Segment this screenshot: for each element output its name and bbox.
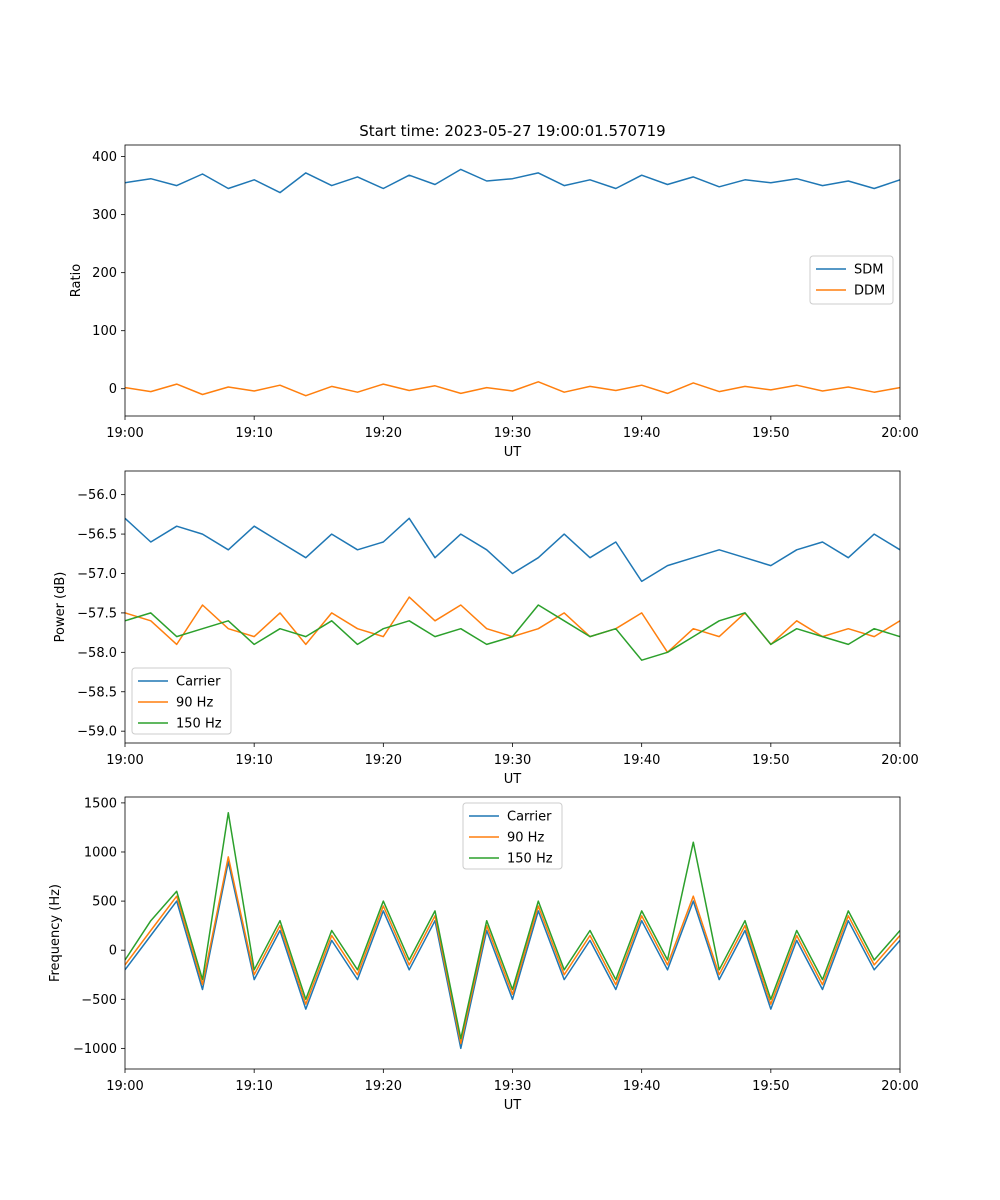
legend-label: 150 Hz xyxy=(507,852,553,867)
x-tick-label: 19:20 xyxy=(365,426,402,441)
y-tick-label: −58.5 xyxy=(77,685,117,700)
series-line-150-hz xyxy=(125,604,900,661)
legend: Carrier 90 Hz 150 Hz xyxy=(131,667,232,735)
y-tick-label: −57.0 xyxy=(77,567,117,582)
legend-label: Carrier xyxy=(507,810,552,825)
x-tick-label: 19:20 xyxy=(365,753,402,768)
y-tick-label: −500 xyxy=(81,993,117,1008)
chart-panel-1: 19:00 19:10 19:20 19:30 19:40 19:50 20:00 UT 0 10… xyxy=(69,144,919,460)
y-tick-label: 1000 xyxy=(84,845,117,860)
legend-label: SDM xyxy=(854,263,883,278)
legend-label: 90 Hz xyxy=(507,831,544,846)
chart-panel-2: 19:00 19:10 19:20 19:30 19:40 19:50 20:00 UT −56… xyxy=(53,470,919,787)
y-axis-label: Power (dB) xyxy=(53,572,68,643)
axes-frame xyxy=(124,144,901,417)
y-tick-label: −56.0 xyxy=(77,488,117,503)
x-tick-label: 19:10 xyxy=(235,753,272,768)
legend-label: Carrier xyxy=(176,675,221,690)
y-tick-label: −57.5 xyxy=(77,606,117,621)
x-tick-label: 19:40 xyxy=(623,1079,660,1094)
x-tick-label: 20:00 xyxy=(881,753,918,768)
legend-label: DDM xyxy=(854,284,885,299)
legend-label: 150 Hz xyxy=(176,717,222,732)
y-tick-label: −58.0 xyxy=(77,646,117,661)
series-line-carrier xyxy=(125,861,900,1050)
chart-panel-3: 19:00 19:10 19:20 19:30 19:40 19:50 20:00 UT 150… xyxy=(48,796,919,1113)
series-line-90-hz xyxy=(125,596,900,654)
x-tick-label: 19:00 xyxy=(106,426,143,441)
axes-frame xyxy=(124,470,901,744)
y-tick-label: −59.0 xyxy=(77,725,117,740)
x-tick-label: 19:40 xyxy=(623,426,660,441)
x-tick-label: 19:00 xyxy=(106,1079,143,1094)
y-axis-label: Frequency (Hz) xyxy=(48,884,63,982)
figure-title: Start time: 2023-05-27 19:00:01.570719 xyxy=(359,122,665,140)
x-tick-label: 19:30 xyxy=(494,753,531,768)
x-tick-label: 19:10 xyxy=(235,1079,272,1094)
y-tick-label: 400 xyxy=(92,150,117,165)
y-tick-label: 0 xyxy=(109,382,117,397)
x-tick-label: 19:30 xyxy=(494,426,531,441)
x-tick-label: 19:40 xyxy=(623,753,660,768)
x-tick-label: 19:10 xyxy=(235,426,272,441)
y-tick-label: 0 xyxy=(109,944,117,959)
y-tick-label: −56.5 xyxy=(77,528,117,543)
x-tick-label: 20:00 xyxy=(881,426,918,441)
series-line-ddm xyxy=(125,381,900,397)
legend: Carrier 90 Hz 150 Hz xyxy=(462,802,563,870)
x-axis-label: UT xyxy=(504,445,522,460)
x-tick-label: 19:20 xyxy=(365,1079,402,1094)
y-tick-label: −1000 xyxy=(73,1042,117,1057)
y-tick-label: 500 xyxy=(92,895,117,910)
x-tick-label: 19:50 xyxy=(752,426,789,441)
y-tick-label: 1500 xyxy=(84,796,117,811)
legend-label: 90 Hz xyxy=(176,696,213,711)
x-axis-label: UT xyxy=(504,772,522,787)
series-line-sdm xyxy=(125,168,900,194)
legend-box xyxy=(462,802,563,870)
y-tick-label: 100 xyxy=(92,324,117,339)
y-tick-label: 200 xyxy=(92,266,117,281)
series-line-carrier xyxy=(125,517,900,583)
x-tick-label: 19:00 xyxy=(106,753,143,768)
legend-box xyxy=(131,667,232,735)
x-tick-label: 19:30 xyxy=(494,1079,531,1094)
legend-box xyxy=(809,255,894,305)
series-line-90-hz xyxy=(125,856,900,1045)
y-axis-label: Ratio xyxy=(69,264,84,297)
x-axis-label: UT xyxy=(504,1098,522,1113)
x-tick-label: 19:50 xyxy=(752,753,789,768)
y-tick-label: 300 xyxy=(92,208,117,223)
x-tick-label: 20:00 xyxy=(881,1079,918,1094)
series-line-150-hz xyxy=(125,811,900,1040)
legend: SDM DDM xyxy=(809,255,894,305)
x-tick-label: 19:50 xyxy=(752,1079,789,1094)
